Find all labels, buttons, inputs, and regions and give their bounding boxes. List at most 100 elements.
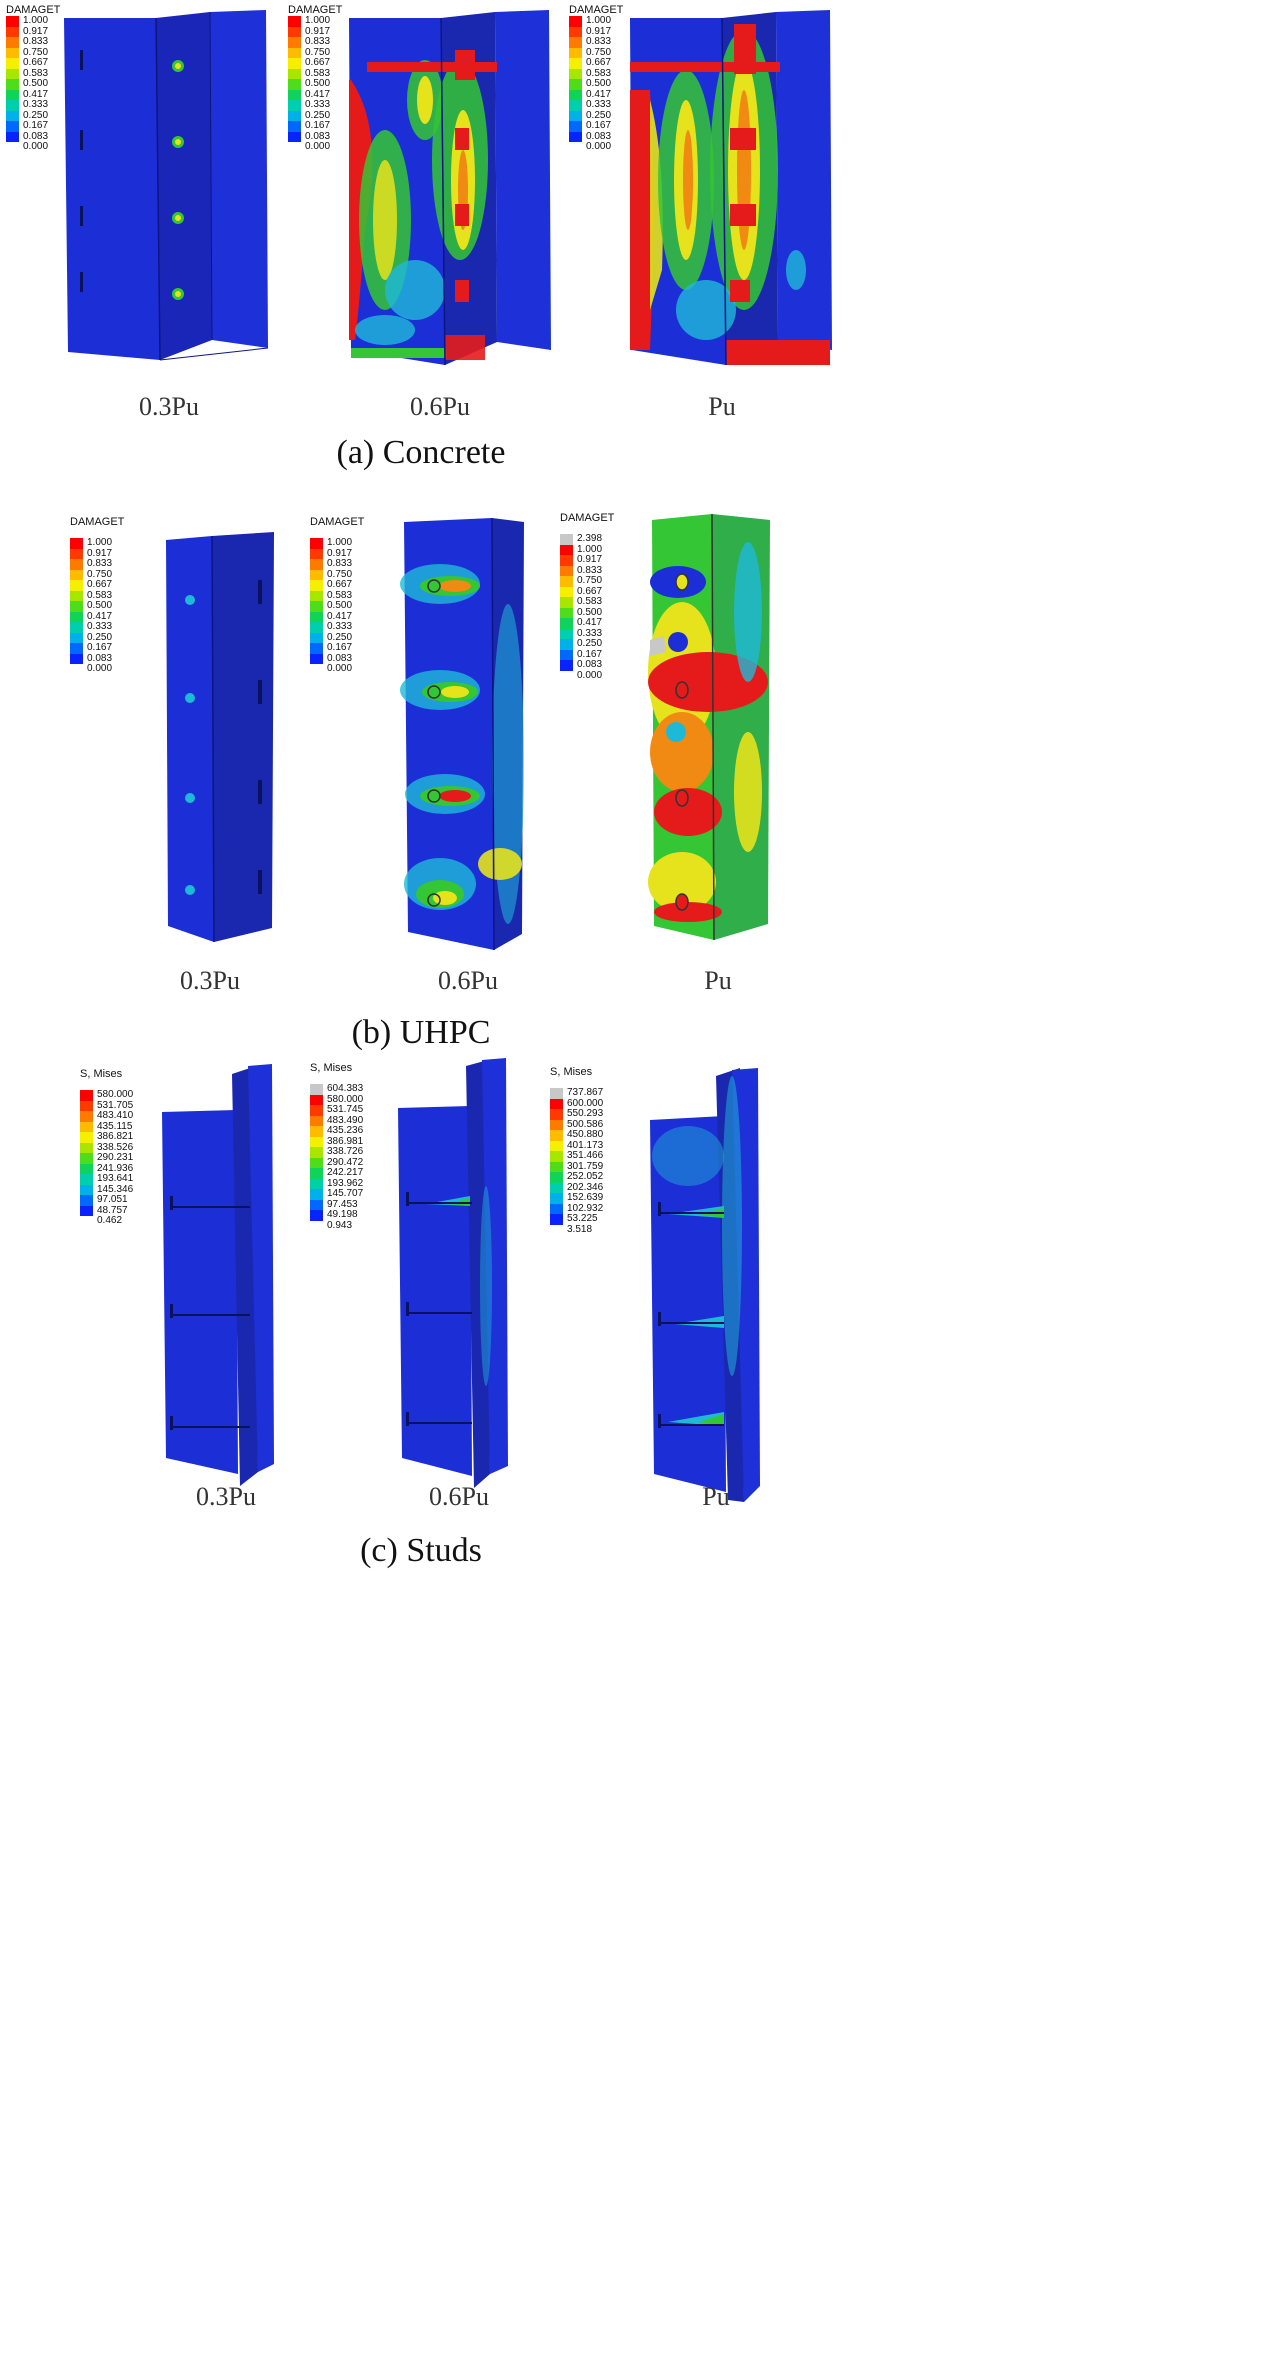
legend-swatch <box>70 580 83 591</box>
legend-swatch <box>310 1178 323 1189</box>
legend-value: 531.745 <box>327 1104 364 1115</box>
legend-value: 338.526 <box>97 1141 134 1153</box>
legend-row: 580.000 <box>80 1089 133 1101</box>
legend-row: 0.000 <box>70 663 124 675</box>
legend-swatch <box>80 1153 93 1164</box>
studs-specimen-0.6pu <box>398 1058 508 1488</box>
legend-a3: DAMAGET 1.000 0.917 0.833 0.750 0.667 0.583 0.… <box>569 4 623 153</box>
legend-value: 0.333 <box>577 627 603 639</box>
legend-value: 0.833 <box>577 564 603 576</box>
legend-swatch <box>310 538 323 549</box>
legend-value: 0.333 <box>327 621 353 632</box>
legend-title: DAMAGET <box>310 516 365 528</box>
legend-value: 0.667 <box>87 579 113 590</box>
legend-value: 0.750 <box>23 46 49 58</box>
legend-value: 0.667 <box>23 57 49 68</box>
legend-swatch <box>560 544 573 555</box>
legend-swatch <box>569 68 582 79</box>
legend-swatch <box>80 1090 93 1101</box>
legend-row: 0.417 <box>70 611 124 622</box>
legend-row: 0.750 <box>288 46 342 58</box>
legend-value: 0.000 <box>23 141 49 152</box>
legend-value: 0.417 <box>23 88 49 100</box>
legend-row: 435.115 <box>80 1121 133 1132</box>
legend-value: 0.167 <box>87 642 113 653</box>
legend-value: 0.462 <box>97 1215 123 1226</box>
legend-swatch <box>6 47 19 58</box>
legend-row: 0.500 <box>288 78 342 90</box>
legend-row: 49.198 <box>310 1209 363 1221</box>
legend-row: 0.500 <box>560 607 614 618</box>
legend-value: 152.639 <box>567 1192 604 1203</box>
legend-value: 0.583 <box>305 67 331 79</box>
legend-swatch <box>560 618 573 629</box>
legend-value: 1.000 <box>87 537 113 548</box>
stud-hotspot <box>172 60 184 72</box>
legend-swatch <box>6 16 19 27</box>
legend-value: 580.000 <box>327 1093 364 1105</box>
legend-value: 0.167 <box>305 120 331 131</box>
legend-row: 0.000 <box>560 670 614 682</box>
uhpc-specimen-0.6pu <box>400 517 524 951</box>
legend-value: 0.333 <box>87 621 113 632</box>
legend-row: 0.333 <box>70 621 124 633</box>
legend-row: 0.583 <box>288 67 342 79</box>
legend-row: 0.583 <box>70 590 124 601</box>
load-label: Pu <box>708 392 736 421</box>
concrete-specimen-0.6pu <box>349 10 551 366</box>
legend-value: 102.932 <box>567 1202 604 1214</box>
legend-a2: DAMAGET 1.000 0.917 0.833 0.750 0.667 0.583 0.… <box>288 4 342 153</box>
legend-value: 0.667 <box>577 585 603 597</box>
legend-value: 0.250 <box>87 631 113 643</box>
legend-value: 49.198 <box>327 1209 358 1220</box>
legend-value: 500.586 <box>567 1118 604 1130</box>
legend-row: 604.383 <box>310 1083 363 1095</box>
legend-swatch <box>310 653 323 664</box>
legend-row: 97.453 <box>310 1199 363 1210</box>
legend-c1: S, Mises 580.000 531.705 483.410 435.115 386… <box>80 1068 133 1227</box>
legend-swatch <box>310 1136 323 1147</box>
legend-row: 0.750 <box>310 569 364 580</box>
legend-row: 0.833 <box>560 564 614 576</box>
legend-swatch <box>310 590 323 601</box>
legend-value: 0.583 <box>586 67 612 79</box>
legend-swatch <box>80 1100 93 1111</box>
legend-row: 0.167 <box>6 120 60 132</box>
legend-row: 401.173 <box>550 1140 603 1151</box>
legend-swatch <box>80 1163 93 1174</box>
legend-value: 48.757 <box>97 1204 128 1216</box>
legend-swatch <box>70 622 83 633</box>
legend-row: 0.250 <box>560 638 614 650</box>
legend-row: 386.821 <box>80 1131 133 1143</box>
load-label: 0.3Pu <box>196 1482 256 1511</box>
legend-row: 531.705 <box>80 1100 133 1111</box>
legend-swatch <box>560 555 573 566</box>
legend-value: 0.750 <box>586 46 612 58</box>
legend-title: DAMAGET <box>560 512 615 524</box>
load-label: 0.3Pu <box>139 392 199 421</box>
legend-swatch <box>288 121 301 132</box>
legend-swatch <box>560 671 573 682</box>
legend-row: 0.333 <box>310 621 364 633</box>
legend-row: 386.981 <box>310 1136 363 1147</box>
legend-row: 0.943 <box>310 1220 363 1232</box>
legend-value: 0.250 <box>586 109 612 121</box>
legend-value: 0.917 <box>23 25 49 37</box>
legend-row: 450.880 <box>550 1129 603 1141</box>
legend-value: 0.417 <box>327 610 353 622</box>
legend-value: 0.917 <box>586 25 612 37</box>
legend-value: 0.583 <box>23 67 49 79</box>
legend-swatch <box>6 89 19 100</box>
legend-row: 737.867 <box>550 1087 603 1099</box>
legend-row: 290.231 <box>80 1152 133 1164</box>
legend-value: 0.583 <box>577 596 603 607</box>
legend-swatch <box>80 1205 93 1216</box>
legend-swatch <box>310 1157 323 1168</box>
legend-row: 241.936 <box>80 1163 133 1174</box>
legend-row: 0.462 <box>80 1215 133 1227</box>
legend-swatch <box>550 1088 563 1099</box>
legend-row: 0.500 <box>310 600 364 612</box>
legend-value: 0.333 <box>305 99 331 110</box>
legend-row: 0.000 <box>6 141 60 153</box>
legend-value: 0.750 <box>305 46 331 58</box>
